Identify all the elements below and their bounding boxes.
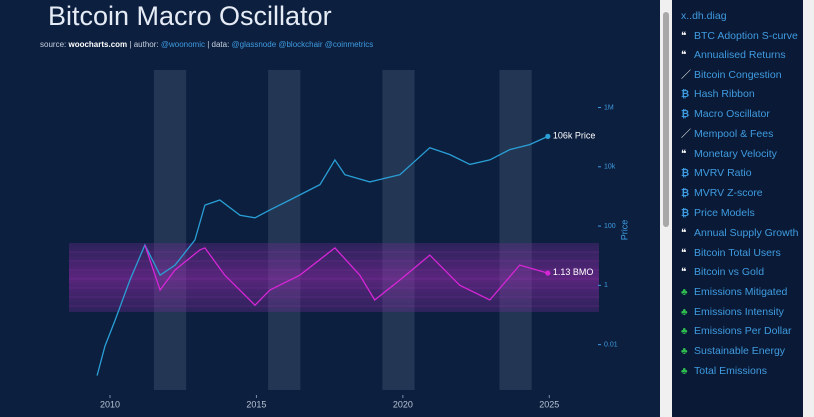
menu-item[interactable]: ₿ Hash Ribbon — [681, 88, 755, 100]
menu-item[interactable]: ♣ Total Emissions — [681, 365, 767, 377]
menu-item[interactable]: ₿ MVRV Ratio — [681, 167, 752, 179]
menu-item[interactable]: ❝ Annualised Returns — [681, 49, 786, 61]
sidebar-heading: x..dh.diag — [681, 10, 727, 22]
x-tick-label: 2020 — [393, 399, 413, 409]
oscillator-band — [69, 243, 599, 312]
scrollbar[interactable] — [660, 0, 672, 417]
menu-item[interactable]: ₿ Macro Oscillator — [681, 108, 770, 120]
x-tick-label: 2010 — [100, 399, 120, 409]
shaded-period — [268, 70, 301, 390]
menu-item[interactable]: ♣ Emissions Intensity — [681, 306, 784, 318]
x-tick-label: 2025 — [539, 399, 559, 409]
y-tick-label: 1 — [604, 282, 608, 289]
scroll-thumb[interactable] — [663, 12, 669, 227]
menu-item[interactable]: ♣ Sustainable Energy — [681, 345, 786, 357]
end-label: 1.13 BMO — [553, 267, 594, 277]
series-line — [144, 244, 548, 307]
shaded-period — [382, 70, 415, 390]
sidebar: x..dh.diag ❝ BTC Adoption S-curve ❝ Annual… — [672, 0, 803, 417]
menu-item[interactable]: ／ Mempool & Fees — [681, 128, 774, 140]
menu-item[interactable]: ₿ Price Models — [681, 207, 755, 219]
y-tick-label: 10k — [604, 164, 616, 171]
chart: Bitcoin Macro Oscillator source: woochar… — [40, 1, 629, 409]
menu-item[interactable]: ♣ Emissions Mitigated — [681, 286, 788, 298]
end-label: 106k Price — [553, 131, 596, 141]
menu-item[interactable]: ❝ Bitcoin Total Users — [681, 247, 781, 259]
menu-item[interactable]: ❝ Annual Supply Growth — [681, 227, 799, 239]
y-tick-label: 100 — [604, 223, 616, 230]
x-tick-label: 2015 — [246, 399, 266, 409]
shaded-period — [499, 70, 532, 390]
end-point — [545, 270, 551, 276]
sidebar-gutter — [803, 0, 814, 417]
end-point — [545, 133, 551, 139]
menu-item[interactable]: ♣ Emissions Per Dollar — [681, 325, 792, 337]
y-tick-label: 1M — [604, 104, 614, 111]
menu-item[interactable]: ❝ Bitcoin vs Gold — [681, 266, 765, 278]
y-axis-label: Price — [619, 220, 629, 241]
series-line — [96, 135, 549, 376]
source-line: source: woocharts.com | author: @woonomi… — [40, 40, 373, 49]
shaded-periods — [153, 70, 532, 390]
shaded-period — [153, 70, 187, 390]
menu-item[interactable]: ❝ Monetary Velocity — [681, 148, 777, 160]
chart-title: Bitcoin Macro Oscillator — [48, 1, 332, 31]
menu-item[interactable]: ／ Bitcoin Congestion — [681, 69, 782, 81]
menu-item[interactable]: ❝ BTC Adoption S-curve — [681, 30, 798, 42]
menu-item[interactable]: ₿ MVRV Z-score — [681, 187, 763, 199]
y-tick-label: 0.01 — [604, 341, 618, 348]
